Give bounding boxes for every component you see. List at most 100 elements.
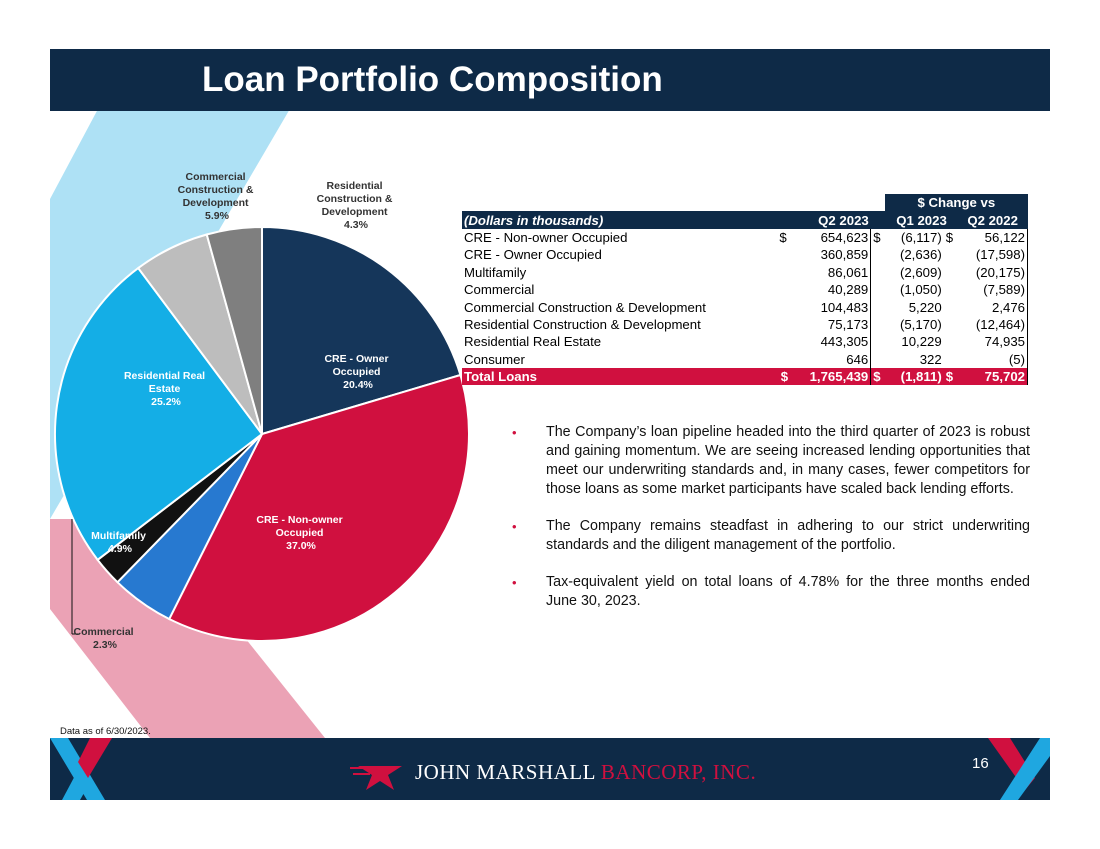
pie-slice-cre-non-owner-occupied xyxy=(167,373,470,642)
label-commercial-cd-line2: Construction & xyxy=(178,184,254,196)
label-residential-cd-line3: Development xyxy=(322,206,388,218)
footer-left-x-red xyxy=(78,738,112,778)
footer-left-x-blue xyxy=(50,738,105,800)
row-sym2 xyxy=(870,263,886,281)
label-residential-re-line2: Estate xyxy=(149,383,181,395)
label-commercial: Commercial 2.3% xyxy=(73,626,136,651)
row-q2-2022: (7,589) xyxy=(957,280,1028,299)
footer-right-x-blue xyxy=(1000,738,1050,800)
bullet-text: The Company’s loan pipeline headed into … xyxy=(546,424,1030,497)
row-q2-2023: 75,173 xyxy=(827,316,869,332)
label-cre-owner: CRE - Owner Occupied 20.4% xyxy=(324,353,391,391)
label-multifamily: Multifamily 4.9% xyxy=(91,530,149,555)
row-q2-2022: 56,122 xyxy=(957,228,1028,247)
page-title: Loan Portfolio Composition xyxy=(202,60,663,99)
label-commercial-cd-value: 5.9% xyxy=(205,210,230,222)
col-q2-2023-header: Q2 2023 xyxy=(790,211,871,229)
row-sym2: $ xyxy=(870,228,886,247)
row-sym1 xyxy=(776,246,790,263)
row-sym3 xyxy=(944,281,958,298)
dollars-header: (Dollars in thousands) xyxy=(462,211,777,229)
label-cre-owner-line1: CRE - Owner xyxy=(324,353,388,365)
row-label: CRE - Owner Occupied xyxy=(464,247,602,263)
row-q2-2023: 646 xyxy=(846,351,869,367)
bullet-list: • The Company’s loan pipeline headed into… xyxy=(512,423,1030,629)
row-sym2 xyxy=(870,315,886,334)
row-q2-2023: 443,305 xyxy=(820,334,869,350)
bullet-item: • Tax-equivalent yield on total loans of … xyxy=(512,573,1030,611)
row-q2-2023: 654,623 xyxy=(820,229,869,245)
label-residential-cd-line2: Construction & xyxy=(317,193,393,205)
row-q2-2022: (17,598) xyxy=(957,246,1028,264)
bullet-dot-icon: • xyxy=(512,425,517,440)
label-residential-re-line1: Residential Real xyxy=(124,370,205,382)
label-commercial-cd-line1: Commercial xyxy=(185,171,245,183)
label-cre-nonowner: CRE - Non-owner Occupied 37.0% xyxy=(256,514,345,552)
bullet-dot-icon: • xyxy=(512,575,517,590)
table-row: Multifamily 86,061 (2,609) (20,175) xyxy=(462,263,1028,281)
table-group-header-row: $ Change vs xyxy=(462,194,1028,212)
row-q1-2023: (6,117) xyxy=(900,229,942,245)
total-row: Total Loans $ 1,765,439 $ (1,811) $ 75,7… xyxy=(462,367,1028,386)
loan-table: $ Change vs (Dollars in thousands) Q2 20… xyxy=(462,194,1028,386)
logo-part1: JOHN MARSHALL xyxy=(415,760,596,784)
total-sym3: $ xyxy=(943,367,958,386)
row-q1-2023: (1,050) xyxy=(899,282,942,298)
footer-bar xyxy=(50,738,1050,800)
label-cre-owner-line2: Occupied xyxy=(333,366,381,378)
table-row: CRE - Non-owner Occupied $654,623 $ (6,117)… xyxy=(462,228,1028,247)
table-row: Consumer 646 322 (5) xyxy=(462,350,1028,368)
row-q1-2023: 5,220 xyxy=(908,299,942,315)
page-number: 16 xyxy=(972,755,989,772)
pie-chart: CRE - Owner Occupied 20.4% CRE - Non-own… xyxy=(54,171,470,651)
label-residential-cd-line1: Residential xyxy=(327,180,383,192)
row-sym3 xyxy=(944,264,958,281)
row-q1-2023: 10,229 xyxy=(901,334,942,350)
label-cre-nonowner-value: 37.0% xyxy=(286,540,316,552)
row-sym3 xyxy=(944,298,958,315)
row-label: CRE - Non-owner Occupied xyxy=(464,229,628,245)
table-row: CRE - Owner Occupied 360,859 (2,636) (17,59… xyxy=(462,246,1028,264)
table-row: Commercial 40,289 (1,050) (7,589) xyxy=(462,280,1028,299)
change-vs-header: $ Change vs xyxy=(885,194,1028,212)
row-q2-2022: 2,476 xyxy=(957,298,1028,316)
row-sym3 xyxy=(944,333,958,350)
total-q2-2023: 1,765,439 xyxy=(790,367,871,386)
label-residential-re-value: 25.2% xyxy=(151,396,181,408)
logo-part2: BANCORP, INC. xyxy=(600,760,757,784)
label-residential-re: Residential Real Estate 25.2% xyxy=(124,370,208,408)
label-commercial-value: 2.3% xyxy=(93,639,118,651)
row-q1-2023: (5,170) xyxy=(899,316,942,332)
table-row: Residential Construction & Development 75… xyxy=(462,315,1028,334)
row-label: Residential Real Estate xyxy=(464,334,602,350)
label-commercial-cd: Commercial Construction & Development 5.… xyxy=(178,171,257,222)
row-label: Multifamily xyxy=(464,264,527,280)
row-sym3 xyxy=(944,351,958,368)
pie-slice-residential-construction-development xyxy=(205,225,263,435)
label-cre-nonowner-line2: Occupied xyxy=(276,527,324,539)
label-residential-cd-value: 4.3% xyxy=(344,219,369,231)
bullet-item: • The Company’s loan pipeline headed into… xyxy=(512,423,1030,499)
footer-left-x-blue2 xyxy=(62,770,88,800)
row-sym1: $ xyxy=(779,229,787,245)
footer-decoration xyxy=(50,738,1050,800)
row-label: Residential Construction & Development xyxy=(464,316,701,332)
row-sym3 xyxy=(944,246,958,263)
row-sym2 xyxy=(870,280,886,299)
row-sym3 xyxy=(944,316,958,333)
label-cre-owner-value: 20.4% xyxy=(343,379,373,391)
header-bar xyxy=(50,49,1050,111)
label-commercial-cd-line3: Development xyxy=(183,197,249,209)
pie-slices xyxy=(54,225,470,642)
bullet-dot-icon: • xyxy=(512,519,517,534)
row-sym1 xyxy=(776,333,790,350)
total-label: Total Loans xyxy=(462,367,777,386)
star-logo-icon xyxy=(350,766,402,790)
row-q2-2022: (5) xyxy=(957,350,1028,368)
row-q1-2023: 322 xyxy=(919,351,942,367)
row-sym2 xyxy=(870,246,886,264)
bullet-text: The Company remains steadfast in adherin… xyxy=(546,518,1030,553)
footnote: Data as of 6/30/2023. xyxy=(60,726,151,737)
label-multifamily-value: 4.9% xyxy=(108,543,133,555)
table-row: Residential Real Estate 443,305 10,229 74,9… xyxy=(462,333,1028,351)
